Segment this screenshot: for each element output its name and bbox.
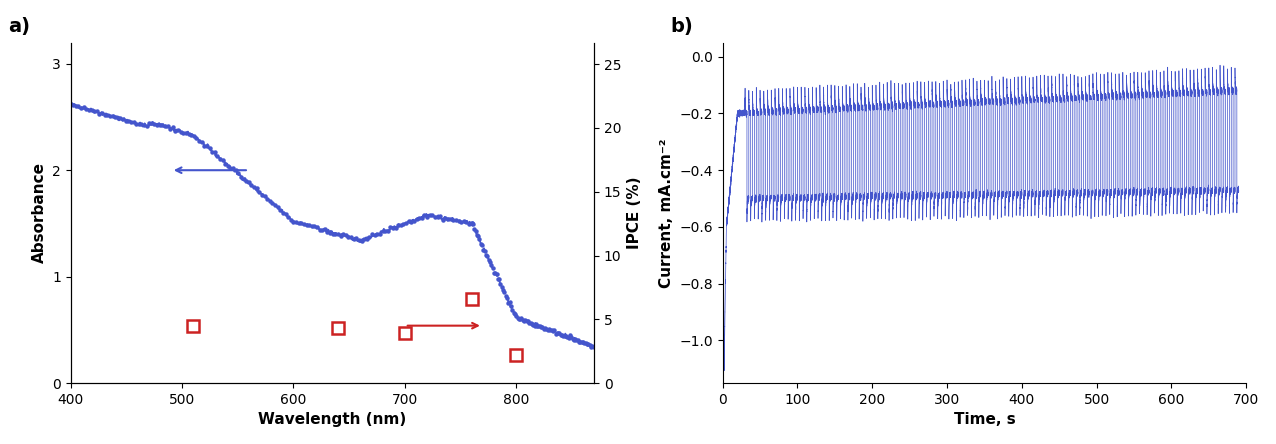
Y-axis label: IPCE (%): IPCE (%) [627, 177, 642, 249]
Y-axis label: Current, mA.cm⁻²: Current, mA.cm⁻² [658, 138, 674, 288]
Y-axis label: Absorbance: Absorbance [32, 162, 46, 263]
X-axis label: Time, s: Time, s [953, 412, 1016, 427]
X-axis label: Wavelength (nm): Wavelength (nm) [258, 412, 407, 427]
Text: b): b) [670, 17, 693, 36]
Text: a): a) [8, 17, 29, 36]
